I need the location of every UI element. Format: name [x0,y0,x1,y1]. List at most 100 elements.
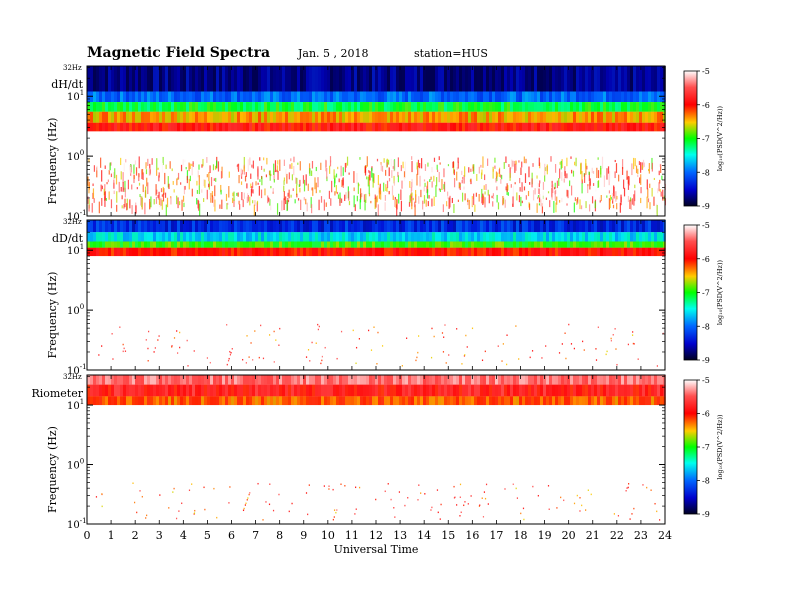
spectral-band-strip [597,102,600,112]
spectral-dot [87,196,89,204]
spectral-band-strip [255,102,258,112]
spectral-band-strip [384,111,387,123]
spectral-band-strip [459,375,462,385]
spectral-dot [447,164,450,167]
spectral-band-strip [396,122,399,132]
spectral-band-strip [237,247,240,257]
spectral-band-strip [597,384,600,397]
spectral-band-strip [570,396,573,406]
spectral-band-strip [333,91,336,103]
spectral-dot [626,487,628,489]
spectral-band-strip [462,241,465,248]
spectral-band-strip [366,102,369,112]
spectral-band-strip [255,375,258,385]
spectral-band-strip [477,232,480,242]
spectral-band-strip [165,66,168,92]
spectral-band-strip [324,122,327,132]
spectral-band-strip [516,384,519,397]
spectral-dot [595,348,597,350]
spectral-dot [554,164,557,173]
spectral-band-strip [495,102,498,112]
spectral-band-strip [303,122,306,132]
spectral-dot [283,191,285,201]
spectral-band-strip [564,232,567,242]
spectral-band-strip [507,375,510,385]
spectral-dot [411,196,413,207]
spectral-band-strip [306,232,309,242]
spectral-band-strip [453,232,456,242]
spectral-band-strip [648,91,651,103]
spectral-dot [427,201,429,207]
spectral-band-strip [405,396,408,406]
spectral-band-strip [342,91,345,103]
spectral-band-strip [102,384,105,397]
spectral-band-strip [471,102,474,112]
spectral-dot [157,194,159,198]
spectral-band-strip [639,66,642,92]
spectral-band-strip [276,220,279,233]
spectral-dot [171,346,173,348]
spectral-band-strip [183,375,186,385]
spectral-band-strip [327,66,330,92]
spectral-band-strip [594,91,597,103]
spectral-band-strip [174,375,177,385]
spectral-band-strip [102,241,105,248]
spectral-dot [268,334,271,336]
spectral-dot [510,184,512,188]
spectral-band-strip [309,396,312,406]
spectral-band-strip [90,102,93,112]
spectral-dot [314,177,316,190]
spectral-dot [566,157,568,167]
spectral-band-strip [414,375,417,385]
spectral-dot [646,196,648,209]
spectral-band-strip [183,384,186,397]
spectral-band-strip [177,220,180,233]
spectral-band-strip [366,384,369,397]
spectral-dot [346,156,349,166]
spectral-band-strip [276,66,279,92]
spectral-band-strip [120,220,123,233]
spectral-dot [439,518,441,520]
spectral-band-strip [495,396,498,406]
spectral-band-strip [297,375,300,385]
spectral-dot [309,360,311,362]
spectral-band-strip [117,122,120,132]
spectral-dot [245,172,247,177]
spectral-band-strip [132,102,135,112]
spectral-dot [92,183,94,187]
spectral-dot [260,189,263,199]
spectral-dot [520,167,522,175]
spectral-dot [600,195,602,202]
spectral-band-strip [432,122,435,132]
top-frequency-label: 32Hz [63,218,82,226]
spectral-band-strip [120,232,123,242]
spectral-band-strip [282,122,285,132]
spectral-band-strip [450,220,453,233]
spectral-band-strip [528,220,531,233]
spectral-band-strip [357,122,360,132]
spectral-band-strip [462,91,465,103]
spectral-dot [146,514,148,517]
spectral-dot [637,358,639,360]
spectral-dot [418,335,420,337]
spectral-band-strip [615,66,618,92]
spectral-dot [147,182,149,195]
spectral-band-strip [417,66,420,92]
spectral-band-strip [441,66,444,92]
spectral-band-strip [549,241,552,248]
spectral-band-strip [477,111,480,123]
spectral-band-strip [180,111,183,123]
spectral-dot [353,187,355,192]
spectral-dot [107,179,109,183]
spectral-dot [559,168,561,179]
spectral-band-strip [591,102,594,112]
spectral-band-strip [552,247,555,257]
spectral-dot [609,195,612,202]
spectral-dot [558,178,560,186]
spectral-band-strip [219,241,222,248]
spectral-band-strip [420,384,423,397]
spectral-band-strip [579,102,582,112]
spectral-dot [276,165,279,172]
spectral-dot [226,203,228,210]
